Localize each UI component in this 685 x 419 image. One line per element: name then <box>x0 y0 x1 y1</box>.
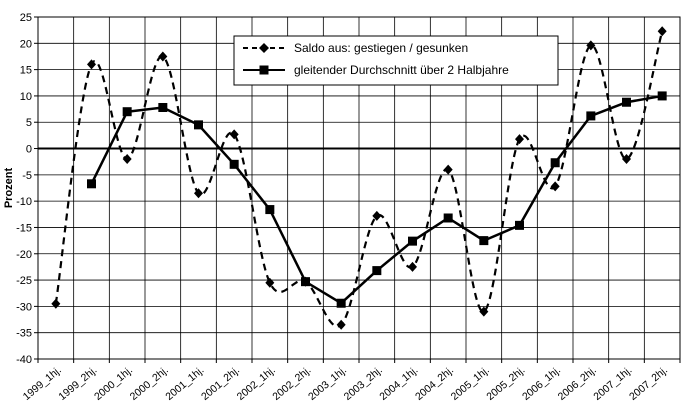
y-tick-label: 25 <box>20 12 32 24</box>
data-point-diamond <box>122 154 132 165</box>
x-tick-label: 2006_2hj. <box>556 364 599 403</box>
x-tick-label: 2007_1hj. <box>591 364 634 403</box>
data-point-square <box>372 266 382 276</box>
y-tick-label: -15 <box>16 222 32 234</box>
y-tick-label: -10 <box>16 196 32 208</box>
x-tick-label: 2005_1hj. <box>449 364 492 403</box>
y-tick-label: 0 <box>26 144 32 156</box>
legend-marker-diamond-icon <box>259 43 269 53</box>
y-axis-ticks: -40 -35 -30 -25 -20 -15 -10 -5 0 5 10 15 20 25 <box>16 12 38 366</box>
x-tick-label: 2003_1hj. <box>306 364 349 403</box>
data-point-diamond <box>443 164 453 175</box>
data-point-diamond <box>586 40 596 51</box>
x-tick-label: 2002_1hj. <box>235 364 278 403</box>
y-tick-label: -5 <box>22 170 32 182</box>
data-point-diamond <box>158 51 168 62</box>
x-tick-label: 2004_2hj. <box>413 364 456 403</box>
x-tick-label: 2003_2hj. <box>342 364 385 403</box>
data-point-diamond <box>479 306 489 317</box>
data-point-diamond <box>550 181 560 192</box>
legend-label-durchschnitt: gleitender Durchschnitt über 2 Halbjahre <box>294 63 509 77</box>
x-tick-label: 2007_2hj. <box>627 364 670 403</box>
x-tick-label: 1999_2hj. <box>56 364 99 403</box>
y-tick-label: -25 <box>16 275 32 287</box>
y-tick-label: 10 <box>20 91 32 103</box>
data-point-square <box>265 205 275 215</box>
data-point-diamond <box>336 319 346 330</box>
legend-box <box>233 35 559 86</box>
legend-label-saldo: Saldo aus: gestiegen / gesunken <box>294 41 468 55</box>
data-point-diamond <box>51 298 61 309</box>
data-point-square <box>622 97 631 107</box>
y-tick-label: -40 <box>16 354 32 366</box>
series-durchschnitt <box>87 91 667 308</box>
data-point-square <box>158 102 168 112</box>
y-axis-label: Prozent <box>3 167 15 208</box>
y-tick-label: -20 <box>16 249 32 261</box>
x-tick-label: 2001_1hj. <box>163 364 206 403</box>
x-axis-ticks: 1999_1hj.1999_2hj.2000_1hj.2000_2hj.2001… <box>21 359 681 403</box>
data-point-square <box>301 277 310 287</box>
y-tick-label: 15 <box>20 65 32 77</box>
data-point-square <box>336 298 346 308</box>
x-tick-label: 2005_2hj. <box>484 364 527 403</box>
y-tick-label: -30 <box>16 301 32 313</box>
data-point-diamond <box>229 129 239 140</box>
data-point-square <box>657 91 667 101</box>
x-tick-label: 2004_1hj. <box>377 364 420 403</box>
data-point-square <box>515 220 524 230</box>
x-tick-label: 2002_2hj. <box>270 364 313 403</box>
data-point-diamond <box>265 277 275 288</box>
legend-marker-square-icon <box>259 65 269 75</box>
data-point-square <box>550 158 560 168</box>
data-point-diamond <box>657 26 667 37</box>
data-point-square <box>122 107 132 117</box>
data-point-square <box>479 236 489 246</box>
y-tick-label: -35 <box>16 328 32 340</box>
x-tick-label: 2001_2hj. <box>199 364 242 403</box>
plot-area-border <box>37 16 681 360</box>
data-point-diamond <box>372 210 382 221</box>
data-point-diamond <box>408 261 417 272</box>
data-point-square <box>229 159 239 169</box>
x-tick-label: 2006_1hj. <box>520 364 563 403</box>
data-series <box>51 26 667 330</box>
legend: Saldo aus: gestiegen / gesunken gleitend… <box>233 35 559 86</box>
data-point-square <box>87 179 96 189</box>
y-tick-label: 5 <box>26 117 32 129</box>
data-point-square <box>443 213 453 223</box>
x-tick-label: 1999_1hj. <box>21 364 64 403</box>
y-tick-label: 20 <box>20 38 32 50</box>
data-point-diamond <box>194 188 203 199</box>
data-point-square <box>408 236 417 246</box>
saldo-line <box>54 30 664 328</box>
data-point-square <box>194 120 203 130</box>
data-point-diamond <box>87 59 96 70</box>
x-tick-label: 2000_1hj. <box>92 364 135 403</box>
x-tick-label: 2000_2hj. <box>128 364 171 403</box>
data-point-square <box>586 111 596 121</box>
data-point-diamond <box>622 154 631 165</box>
data-point-diamond <box>515 134 524 145</box>
series-saldo <box>51 26 667 330</box>
